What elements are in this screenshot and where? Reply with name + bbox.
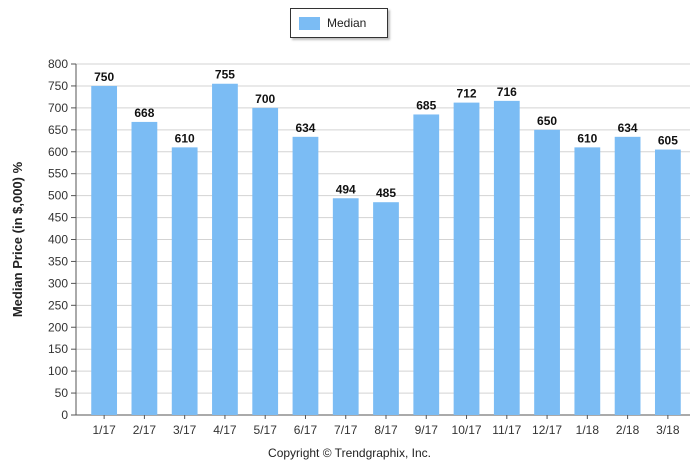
- x-tick-label: 2/18: [616, 423, 640, 437]
- y-tick-label: 200: [48, 320, 68, 334]
- x-tick-label: 11/17: [492, 423, 521, 437]
- y-tick-label: 500: [48, 189, 68, 203]
- bar: [91, 85, 118, 415]
- bar: [453, 102, 480, 416]
- x-tick-label: 1/17: [92, 423, 116, 437]
- data-label: 610: [577, 131, 597, 145]
- y-axis-title: Median Price (in $,000) %: [10, 161, 25, 317]
- bar: [574, 147, 601, 416]
- data-label: 685: [416, 98, 436, 112]
- bar: [373, 202, 399, 415]
- y-tick-label: 300: [48, 276, 68, 290]
- bar: [292, 136, 319, 415]
- bar: [413, 114, 440, 416]
- bar: [171, 147, 198, 416]
- x-tick-label: 4/17: [213, 423, 237, 437]
- y-tick-label: 350: [48, 254, 68, 268]
- y-tick-label: 750: [48, 79, 68, 93]
- x-tick-label: 8/17: [374, 423, 398, 437]
- data-label: 650: [537, 114, 557, 128]
- y-tick-label: 450: [48, 211, 68, 225]
- copyright-text: Copyright © Trendgraphix, Inc.: [268, 446, 431, 460]
- bar: [332, 198, 359, 415]
- x-tick-label: 9/17: [415, 423, 439, 437]
- x-tick-label: 10/17: [452, 423, 482, 437]
- data-label: 634: [618, 121, 638, 135]
- bar: [654, 149, 681, 415]
- data-label: 668: [134, 106, 154, 120]
- y-tick-label: 700: [48, 101, 68, 115]
- y-tick-label: 250: [48, 298, 68, 312]
- x-tick-label: 7/17: [334, 423, 358, 437]
- y-tick-label: 800: [48, 57, 68, 71]
- bar: [534, 129, 560, 415]
- data-label: 485: [376, 186, 396, 200]
- legend-swatch-median: [299, 16, 320, 30]
- data-label: 634: [295, 121, 315, 135]
- bar: [131, 121, 158, 415]
- bar: [252, 107, 279, 415]
- data-label: 716: [497, 85, 517, 99]
- y-tick-label: 0: [61, 408, 68, 422]
- data-label: 610: [175, 131, 195, 145]
- x-tick-label: 5/17: [254, 423, 278, 437]
- x-tick-label: 1/18: [576, 423, 600, 437]
- data-label: 712: [457, 87, 477, 101]
- x-tick-label: 2/17: [133, 423, 157, 437]
- bar: [614, 136, 641, 415]
- y-tick-label: 100: [48, 364, 68, 378]
- x-tick-label: 12/17: [532, 423, 562, 437]
- data-label: 494: [336, 182, 356, 196]
- legend-label-median: Median: [327, 16, 367, 30]
- bar: [493, 100, 520, 415]
- x-tick-label: 6/17: [294, 423, 318, 437]
- data-label: 755: [215, 68, 235, 82]
- y-tick-label: 150: [48, 342, 68, 356]
- data-label: 700: [255, 92, 275, 106]
- y-tick-label: 50: [55, 386, 69, 400]
- x-tick-label: 3/17: [173, 423, 197, 437]
- x-tick-label: 3/18: [656, 423, 680, 437]
- bar: [212, 83, 238, 416]
- data-label: 750: [94, 70, 114, 84]
- legend: Median: [290, 8, 388, 38]
- y-tick-label: 600: [48, 145, 68, 159]
- data-label: 605: [658, 134, 678, 148]
- y-tick-label: 650: [48, 123, 68, 137]
- y-tick-label: 550: [48, 167, 68, 181]
- y-tick-label: 400: [48, 233, 68, 247]
